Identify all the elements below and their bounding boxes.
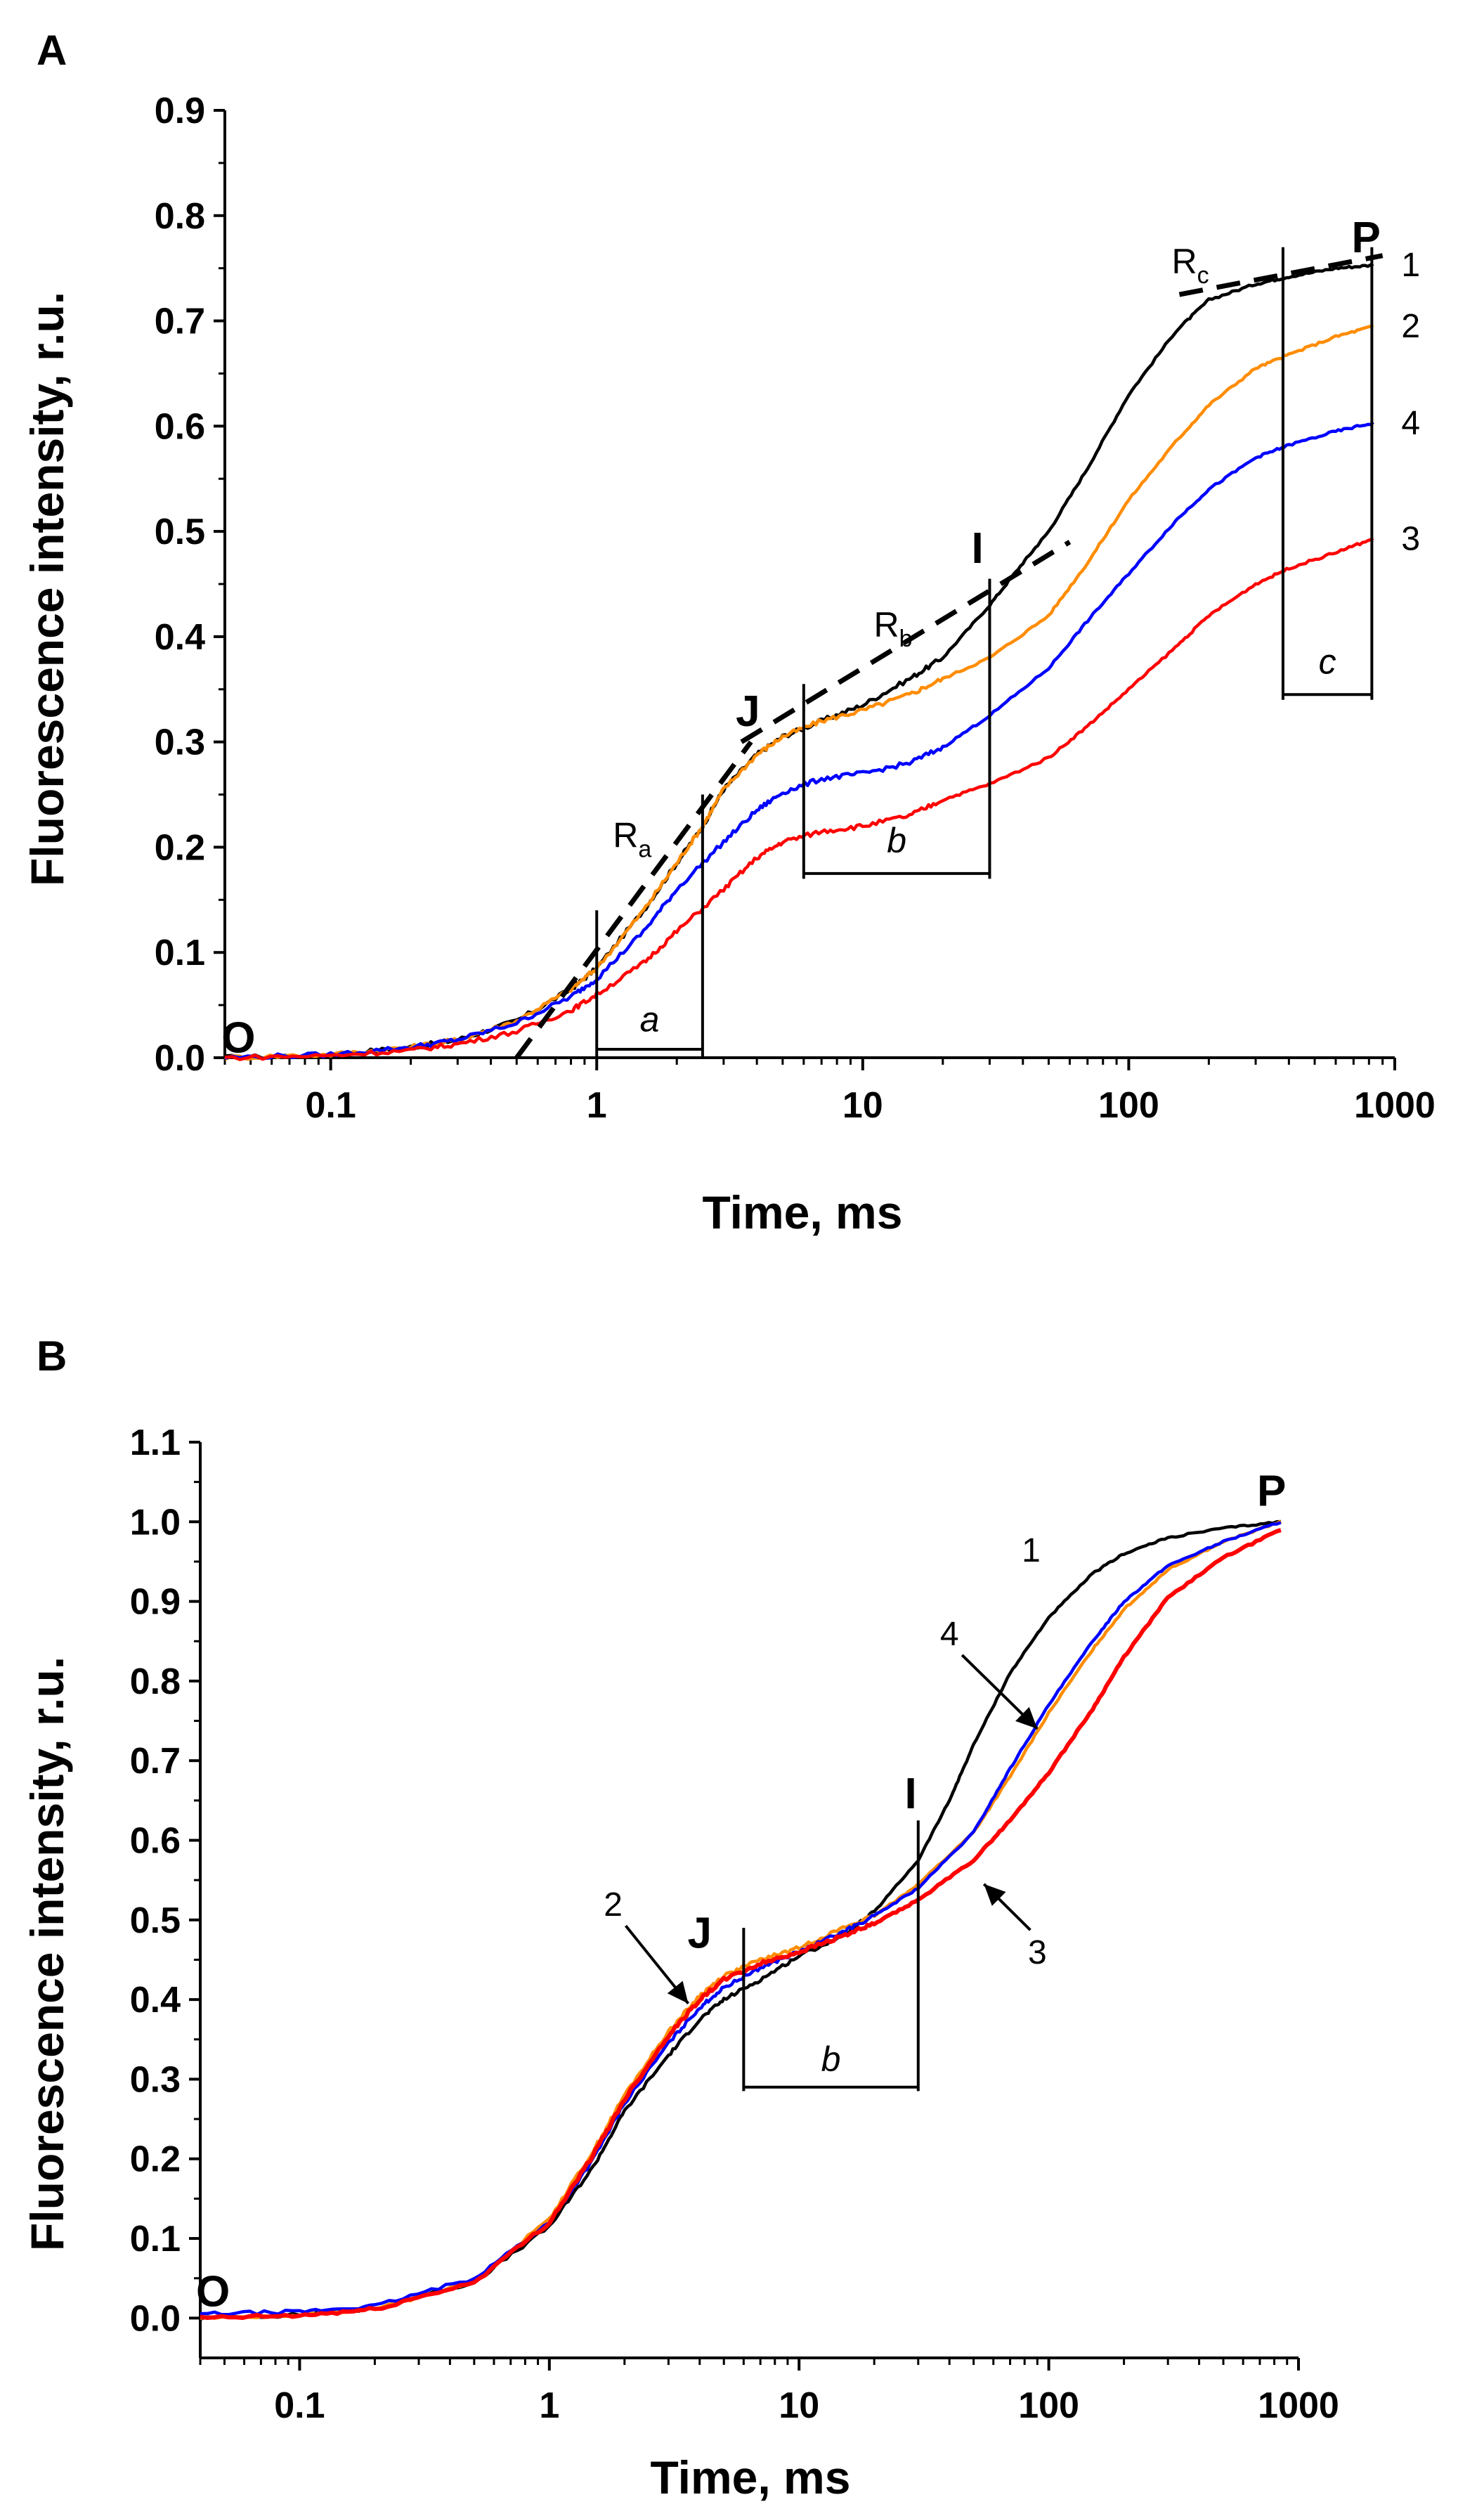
panel-a-tangent-subscript-b: b — [899, 625, 913, 652]
panel-a-y-tick-label: 0.8 — [155, 196, 205, 237]
panel-a-label: A — [37, 27, 67, 74]
panel-a-tick-labels: 0.0 0.1 0.2 0.3 0.4 0.5 0.6 0.7 0.8 0.9 0.1 1 10 100 1… — [155, 91, 1436, 1126]
panel-b-y-tick-label: 1.0 — [130, 1502, 181, 1543]
panel-a-y-tick-label: 0.1 — [155, 933, 205, 973]
panel-a-y-tick-label: 0.9 — [155, 91, 205, 131]
panel-a-series — [224, 263, 1374, 1061]
panel-a-phase-label-i: I — [972, 524, 984, 573]
panel-a-phase-label-j: J — [736, 687, 760, 736]
panel-a-y-tick-label: 0.7 — [155, 302, 205, 342]
panel-b-y-axis-label: Fluorescence intensity, r.u. — [21, 1657, 73, 2251]
panel-b-phase-label-j: J — [688, 1909, 712, 1957]
panel-b-y-tick-label: 0.6 — [130, 1821, 181, 1862]
panel-a-series-3-label: 3 — [1401, 521, 1420, 558]
panel-a-y-tick-label: 0.2 — [155, 827, 205, 868]
panel-b-y-tick-label: 0.9 — [130, 1582, 181, 1623]
panel-b-axes — [189, 1441, 1300, 2371]
panel-a-series-2-label: 2 — [1401, 308, 1420, 345]
panel-a-interval-b-label: b — [887, 821, 906, 860]
panel-a-y-tick-label: 0.4 — [155, 617, 205, 658]
panel-a-axes — [214, 109, 1396, 1070]
panel-a-tangent-label-ra: Ra — [613, 815, 651, 862]
panel-b-y-tick-label: 0.4 — [130, 1980, 181, 2021]
panel-a-x-tick-label: 1 — [587, 1085, 607, 1126]
panel-b-series-4-line — [200, 1521, 1282, 2316]
panel-b-tick-labels: 0.0 0.1 0.2 0.3 0.4 0.5 0.6 0.7 0.8 0.9 1.0 1.1 0.1 1… — [130, 1422, 1339, 2426]
panel-a-y-axis-label: Fluorescence intensity, r.u. — [21, 292, 73, 886]
panel-b-interval-b-label: b — [821, 2040, 841, 2079]
panel-a-x-tick-label: 10 — [842, 1085, 883, 1126]
panel-b-y-tick-label: 0.0 — [130, 2298, 181, 2339]
panel-b-y-tick-label: 0.7 — [130, 1741, 181, 1782]
panel-b-y-tick-label: 0.8 — [130, 1661, 181, 1702]
panel-b-x-tick-label: 1000 — [1258, 2385, 1339, 2426]
panel-b-arrow-4-head — [1015, 1706, 1038, 1729]
panel-b-y-tick-label: 0.2 — [130, 2139, 181, 2180]
panel-a-x-tick-label: 0.1 — [306, 1085, 356, 1126]
panel-a-series-4-label: 4 — [1401, 405, 1420, 442]
panel-b-curve-annotation-1: 1 — [1022, 1532, 1041, 1569]
panel-a-tangent-ra — [514, 740, 753, 1060]
panel-a-x-tick-label: 100 — [1098, 1085, 1159, 1126]
panel-a-interval-c-label: c — [1319, 642, 1336, 681]
panel-b-phase-label-i: I — [905, 1770, 917, 1818]
panel-b-series-2-line — [200, 1519, 1282, 2321]
panel-b-arrow-2-head — [667, 1980, 689, 2004]
panel-b-curve-annotation-2: 2 — [604, 1886, 623, 1924]
panel-b-y-tick-label: 0.1 — [130, 2219, 181, 2260]
panel-b-y-tick-label: 0.3 — [130, 2059, 181, 2100]
panel-a-x-tick-label: 1000 — [1354, 1085, 1436, 1126]
panel-a-tangent-label-rc: Rc — [1172, 242, 1209, 289]
panel-b-x-tick-label: 1 — [539, 2385, 559, 2426]
panel-a-series-4-line — [224, 421, 1374, 1061]
panel-a-phase-label-p: P — [1351, 214, 1380, 262]
panel-b: B Fluorescence intensity, r.u. Time, ms … — [21, 1333, 1339, 2503]
panel-b-series-3-line — [200, 1528, 1282, 2320]
panel-a-series-3-line — [224, 536, 1374, 1061]
panel-a-series-1-line — [224, 263, 1374, 1061]
panel-a-y-tick-label: 0.0 — [155, 1038, 205, 1079]
panel-a-series-1-label: 1 — [1401, 247, 1420, 284]
panel-b-phase-label-o: O — [196, 2267, 230, 2316]
panel-b-curve-annotation-4: 4 — [940, 1616, 959, 1653]
panel-b-arrow-3-head — [984, 1884, 1006, 1906]
panel-b-x-tick-label: 100 — [1018, 2385, 1079, 2426]
panel-b-annotations: O J I Pb 1 2 4 3 — [196, 1467, 1286, 2316]
panel-b-series — [200, 1519, 1282, 2321]
panel-a-tangent-rb — [740, 540, 1072, 744]
panel-a-x-axis-label: Time, ms — [703, 1186, 903, 1238]
panel-a-annotations: 1 2 4 3 O J I P Ra Rb Rc a b c — [221, 214, 1420, 1062]
panel-b-label: B — [37, 1333, 67, 1380]
panel-a-tangent-label-rb: Rb — [873, 605, 912, 652]
panel-b-x-tick-label: 0.1 — [274, 2385, 325, 2426]
panel-a-y-tick-label: 0.3 — [155, 722, 205, 763]
panel-b-curve-annotation-3: 3 — [1028, 1934, 1047, 1971]
panel-a-interval-a-label: a — [640, 1000, 660, 1039]
panel-b-phase-label-p: P — [1257, 1467, 1286, 1516]
panel-b-y-tick-label: 0.5 — [130, 1900, 181, 1941]
panel-b-series-1-line — [200, 1519, 1281, 2321]
panel-a-series-2-line — [224, 323, 1374, 1061]
panel-b-x-axis-label: Time, ms — [651, 2451, 851, 2503]
panel-a: A Fluorescence intensity, r.u. Time, ms … — [21, 27, 1436, 1238]
panel-a-tangent-subscript-c: c — [1197, 262, 1209, 289]
panel-b-x-tick-label: 10 — [779, 2385, 819, 2426]
panel-a-phase-label-o: O — [221, 1014, 255, 1063]
panel-a-tangent-rc — [1178, 253, 1384, 297]
panel-a-y-tick-label: 0.6 — [155, 406, 205, 447]
panel-b-y-tick-label: 1.1 — [130, 1422, 181, 1463]
panel-a-y-tick-label: 0.5 — [155, 512, 205, 552]
panel-a-tangent-subscript-a: a — [638, 836, 651, 862]
